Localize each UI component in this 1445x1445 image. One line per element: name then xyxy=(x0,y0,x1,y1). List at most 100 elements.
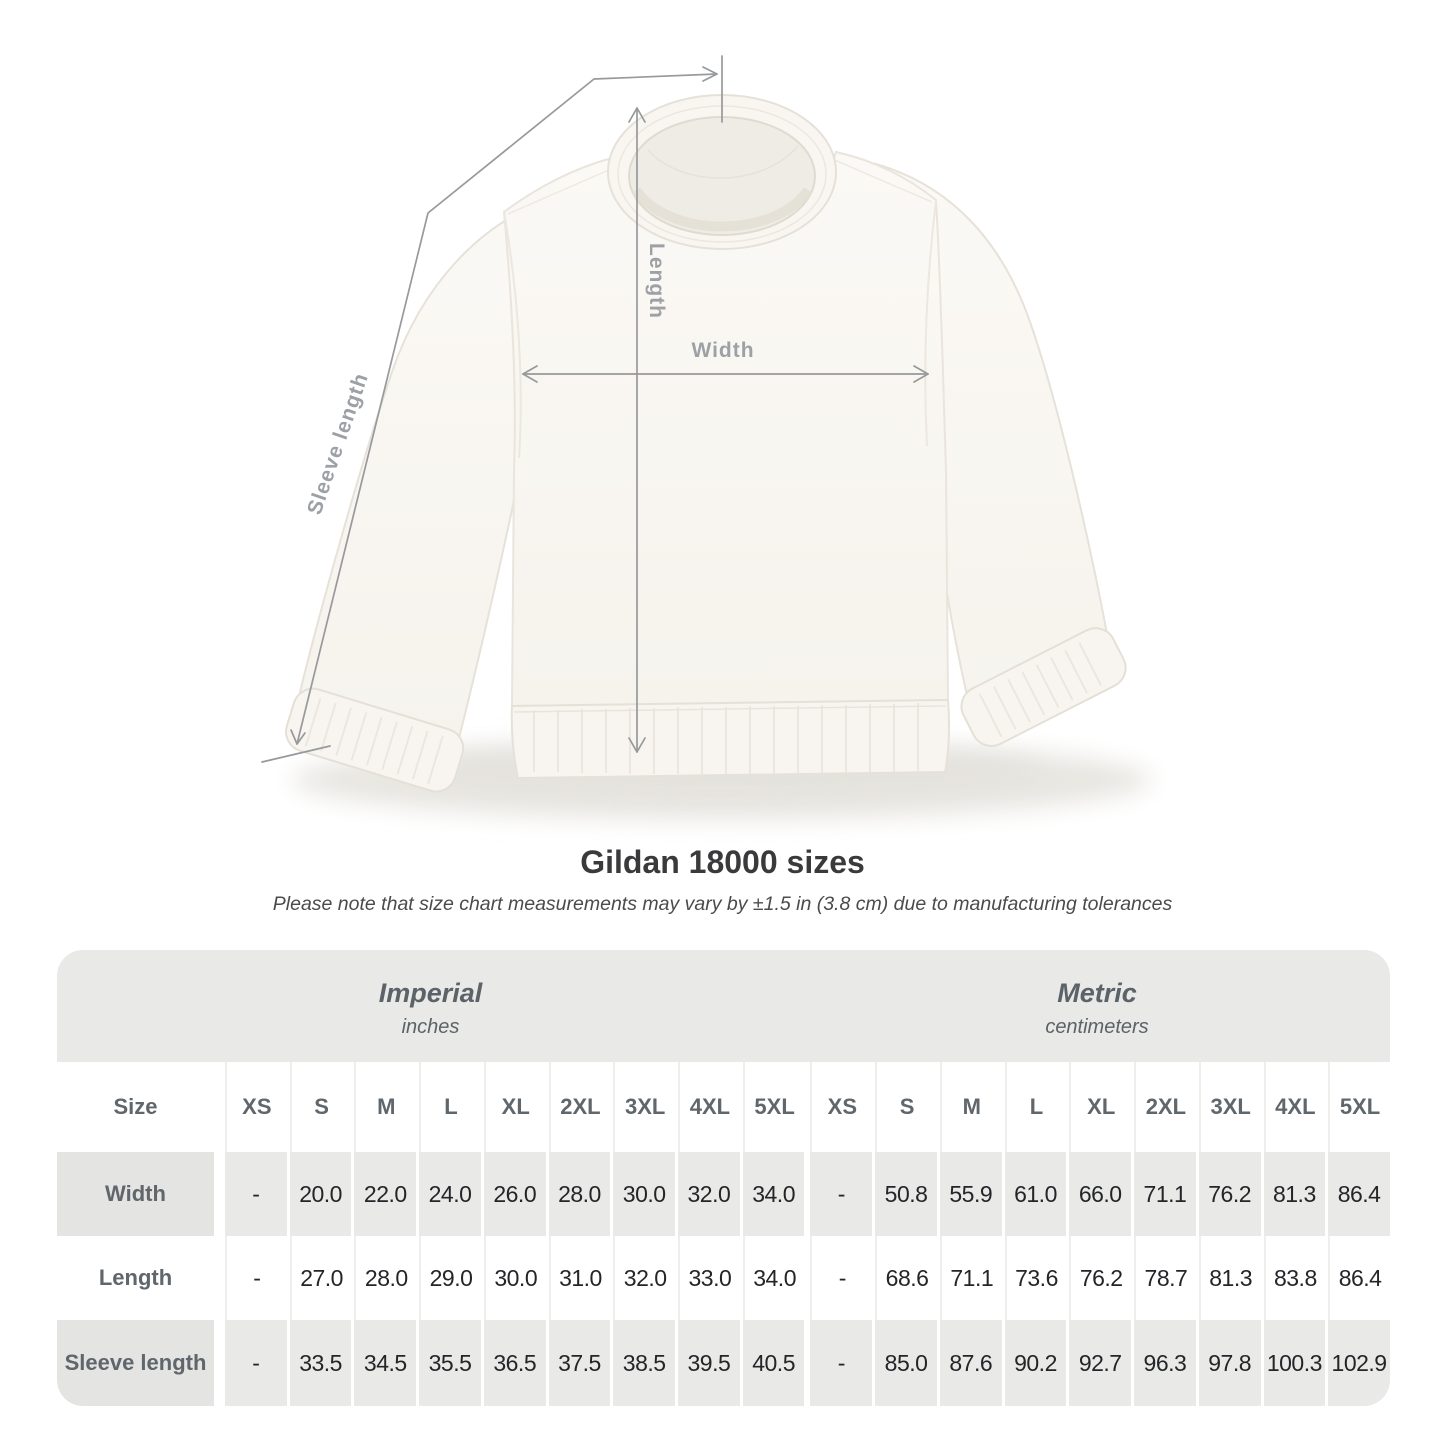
size-col-metric-xl: XL xyxy=(1069,1062,1131,1152)
length-value: - xyxy=(225,1236,287,1320)
width-row-label: Width xyxy=(57,1152,214,1236)
length-value: 32.0 xyxy=(613,1236,675,1320)
sleeve-length-value: 87.6 xyxy=(939,1320,1002,1406)
size-col-imperial-4xl: 4XL xyxy=(678,1062,740,1152)
length-value: 28.0 xyxy=(354,1236,416,1320)
length-value: 73.6 xyxy=(1004,1236,1067,1320)
width-value: 28.0 xyxy=(548,1152,611,1236)
width-value: 50.8 xyxy=(875,1152,937,1236)
waistband xyxy=(510,698,950,780)
size-col-imperial-xl: XL xyxy=(483,1062,546,1152)
width-value: 26.0 xyxy=(483,1152,546,1236)
size-header-cell: Size xyxy=(113,1094,158,1119)
width-value: 81.3 xyxy=(1263,1152,1326,1236)
width-value: 30.0 xyxy=(613,1152,676,1236)
length-value: 71.1 xyxy=(939,1236,1002,1320)
length-value: 30.0 xyxy=(483,1236,546,1320)
size-col-metric-xs: XS xyxy=(810,1062,872,1152)
metric-unit: centimeters xyxy=(1045,1015,1149,1038)
sleeve-length-value: 39.5 xyxy=(678,1320,740,1406)
sleeve-dimension-line xyxy=(261,55,723,763)
width-value: 66.0 xyxy=(1069,1152,1132,1236)
sleeve-length-value: 40.5 xyxy=(742,1320,805,1406)
length-value: 76.2 xyxy=(1069,1236,1131,1320)
width-value: 24.0 xyxy=(419,1152,481,1236)
sweatshirt-photo: Width Length Sleeve length xyxy=(261,55,1152,820)
size-col-metric-3xl: 3XL xyxy=(1198,1062,1261,1152)
length-value: 81.3 xyxy=(1198,1236,1261,1320)
length-value: 78.7 xyxy=(1134,1236,1196,1320)
size-col-metric-2xl: 2XL xyxy=(1134,1062,1196,1152)
sleeve-length-row: Sleeve length - 33.5 34.5 35.5 36.5 37.5… xyxy=(57,1320,1390,1406)
page-title: Gildan 18000 sizes xyxy=(580,844,865,880)
size-col-imperial-2xl: 2XL xyxy=(548,1062,611,1152)
width-dimension-label: Width xyxy=(691,339,754,362)
size-col-imperial-xs: XS xyxy=(225,1062,287,1152)
collar xyxy=(607,94,837,250)
sleeve-length-value: 90.2 xyxy=(1004,1320,1067,1406)
imperial-header: Imperial inches xyxy=(57,950,804,1062)
size-col-metric-5xl: 5XL xyxy=(1328,1062,1390,1152)
size-header-row: Size XS S M L XL 2XL 3XL 4XL 5XL XS S M … xyxy=(57,1062,1390,1152)
tolerance-note: Please note that size chart measurements… xyxy=(272,893,1173,915)
right-shoulder-seam xyxy=(924,199,937,447)
width-value: - xyxy=(810,1152,873,1236)
width-value: 20.0 xyxy=(289,1152,352,1236)
width-value: 86.4 xyxy=(1328,1152,1390,1236)
sleeve-length-value: 85.0 xyxy=(875,1320,937,1406)
left-collar-seam xyxy=(507,165,619,215)
right-collar-seam xyxy=(829,157,933,203)
length-value: 31.0 xyxy=(548,1236,611,1320)
width-value: - xyxy=(225,1152,287,1236)
size-col-metric-l: L xyxy=(1004,1062,1067,1152)
size-col-metric-m: M xyxy=(939,1062,1002,1152)
right-cuff xyxy=(960,627,1127,747)
length-dimension-label: Length xyxy=(645,243,668,319)
width-value: 61.0 xyxy=(1004,1152,1067,1236)
length-value: 29.0 xyxy=(419,1236,481,1320)
length-value: 34.0 xyxy=(742,1236,805,1320)
sleeve-length-value: 37.5 xyxy=(548,1320,611,1406)
sweatshirt-illustration: Width Length Sleeve length xyxy=(261,55,1152,820)
length-value: 68.6 xyxy=(875,1236,937,1320)
sleeve-length-value: 34.5 xyxy=(354,1320,417,1406)
size-col-imperial-3xl: 3XL xyxy=(613,1062,675,1152)
size-col-imperial-5xl: 5XL xyxy=(742,1062,805,1152)
size-col-metric-s: S xyxy=(875,1062,937,1152)
sleeve-length-value: 36.5 xyxy=(483,1320,546,1406)
length-value: 27.0 xyxy=(289,1236,352,1320)
size-table: Imperial inches Metric centimeters Size … xyxy=(57,950,1390,1406)
sleeve-length-value: 96.3 xyxy=(1134,1320,1196,1406)
imperial-title: Imperial xyxy=(378,977,483,1008)
length-value: - xyxy=(810,1236,872,1320)
sleeve-length-value: - xyxy=(810,1320,873,1406)
width-value: 34.0 xyxy=(742,1152,805,1236)
length-dimension-line xyxy=(628,107,646,753)
length-value: 33.0 xyxy=(678,1236,740,1320)
sleeve-length-value: 100.3 xyxy=(1263,1320,1326,1406)
size-col-imperial-m: M xyxy=(354,1062,416,1152)
left-shoulder-seam xyxy=(503,211,522,459)
length-row: Length - 27.0 28.0 29.0 30.0 31.0 32.0 3… xyxy=(57,1236,1390,1320)
length-value: 86.4 xyxy=(1328,1236,1390,1320)
width-row: Width - 20.0 22.0 24.0 26.0 28.0 30.0 32… xyxy=(57,1152,1390,1236)
width-value: 71.1 xyxy=(1134,1152,1196,1236)
width-value: 55.9 xyxy=(939,1152,1002,1236)
cuff-tick xyxy=(261,745,331,763)
width-value: 22.0 xyxy=(354,1152,417,1236)
neck-opening xyxy=(628,116,816,236)
size-col-metric-4xl: 4XL xyxy=(1263,1062,1326,1152)
imperial-unit: inches xyxy=(401,1015,460,1038)
width-dimension-line xyxy=(522,365,929,383)
width-value: 32.0 xyxy=(678,1152,740,1236)
left-cuff xyxy=(285,687,465,793)
sleeve-length-value: 92.7 xyxy=(1069,1320,1132,1406)
sleeve-length-value: 38.5 xyxy=(613,1320,676,1406)
size-col-imperial-s: S xyxy=(289,1062,352,1152)
sleeve-length-value: 33.5 xyxy=(289,1320,352,1406)
length-value: 83.8 xyxy=(1263,1236,1326,1320)
size-col-imperial-l: L xyxy=(419,1062,481,1152)
length-row-label: Length xyxy=(98,1265,173,1290)
sleeve-length-value: 102.9 xyxy=(1328,1320,1390,1406)
